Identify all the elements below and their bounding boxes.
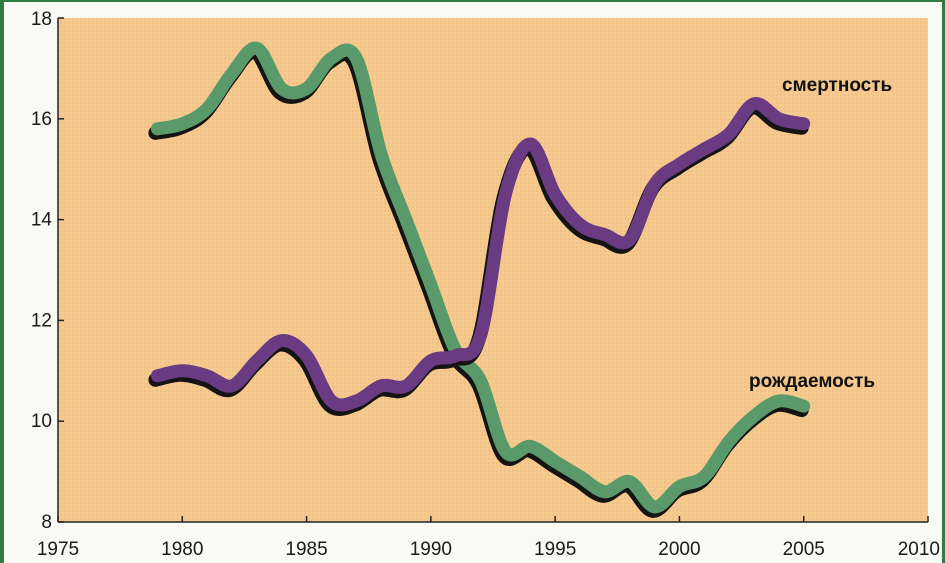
y-tick-label: 12 bbox=[31, 310, 52, 331]
y-tick-label: 18 bbox=[31, 9, 52, 30]
y-tick-label: 14 bbox=[31, 210, 53, 231]
chart-frame: 8 10 12 14 16 18 1975 1980 1985 1990 1995 2000 2005 2… bbox=[4, 2, 942, 563]
x-tick-label: 1975 bbox=[37, 539, 79, 560]
x-tick-label: 1995 bbox=[534, 539, 576, 560]
series-label: рождаемость bbox=[749, 371, 875, 392]
x-tick-label: 1990 bbox=[410, 539, 452, 560]
x-tick-label: 2010 bbox=[898, 539, 940, 560]
x-tick-label: 2005 bbox=[783, 539, 825, 560]
x-tick-label: 2000 bbox=[658, 539, 700, 560]
series-label: смертность bbox=[782, 75, 892, 96]
series-1-line bbox=[150, 97, 811, 412]
x-tick-label: 1985 bbox=[285, 539, 327, 560]
y-tick-label: 16 bbox=[31, 109, 52, 130]
y-tick-label: 10 bbox=[31, 411, 52, 432]
y-tick-label: 8 bbox=[41, 512, 52, 533]
series-0-line bbox=[150, 41, 811, 514]
x-tick-label: 1980 bbox=[161, 539, 203, 560]
line-chart: 8 10 12 14 16 18 1975 1980 1985 1990 1995 2000 2005 2… bbox=[31, 9, 940, 560]
